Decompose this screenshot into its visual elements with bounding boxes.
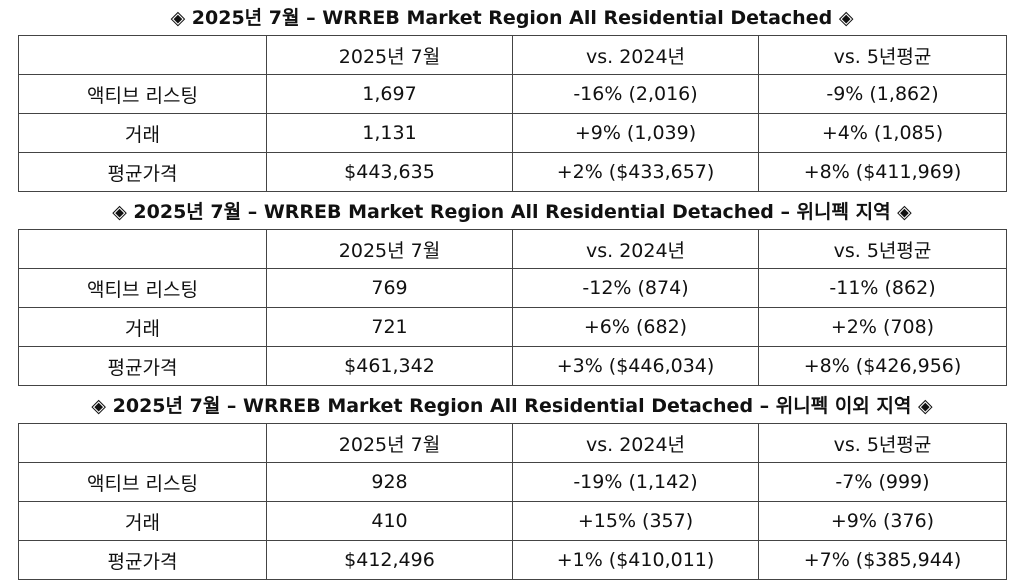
table-cell: 928 [266,462,513,502]
table-row-average-price: 평균가격 $443,635 +2% ($433,657) +8% ($411,9… [18,152,1007,192]
market-stats-table: 2025년 7월 vs. 2024년 vs. 5년평균 액티브 리스팅 928 … [18,423,1007,580]
row-label: 거래 [18,501,267,541]
header-cell-current-month: 2025년 7월 [266,423,513,463]
header-cell-current-month: 2025년 7월 [266,229,513,269]
table-cell: +15% (357) [512,501,759,541]
section-title: ◈ 2025년 7월 – WRREB Market Region All Res… [91,395,933,417]
table-cell: +3% ($446,034) [512,346,759,386]
table-header-row: 2025년 7월 vs. 2024년 vs. 5년평균 [18,229,1007,269]
table-cell: -16% (2,016) [512,74,759,114]
row-label: 평균가격 [18,346,267,386]
table-cell: 1,697 [266,74,513,114]
market-stats-table: 2025년 7월 vs. 2024년 vs. 5년평균 액티브 리스팅 769 … [18,229,1007,386]
market-stats-table: 2025년 7월 vs. 2024년 vs. 5년평균 액티브 리스팅 1,69… [18,35,1007,192]
table-cell: $443,635 [266,152,513,192]
row-label: 액티브 리스팅 [18,462,267,502]
table-cell: +7% ($385,944) [758,540,1007,580]
table-row-active-listings: 액티브 리스팅 769 -12% (874) -11% (862) [18,268,1007,308]
table-cell: $412,496 [266,540,513,580]
header-cell-vs-last-year: vs. 2024년 [512,423,759,463]
row-label: 액티브 리스팅 [18,74,267,114]
table-cell: +8% ($411,969) [758,152,1007,192]
header-cell-empty [18,35,267,75]
table-cell: +4% (1,085) [758,113,1007,153]
row-label: 거래 [18,113,267,153]
header-cell-vs-5yr-avg: vs. 5년평균 [758,35,1007,75]
table-header-row: 2025년 7월 vs. 2024년 vs. 5년평균 [18,423,1007,463]
table-cell: +9% (376) [758,501,1007,541]
table-header-row: 2025년 7월 vs. 2024년 vs. 5년평균 [18,35,1007,75]
header-cell-current-month: 2025년 7월 [266,35,513,75]
table-row-average-price: 평균가격 $412,496 +1% ($410,011) +7% ($385,9… [18,540,1007,580]
table-row-sales: 거래 721 +6% (682) +2% (708) [18,307,1007,347]
table-cell: 1,131 [266,113,513,153]
row-label: 평균가격 [18,540,267,580]
header-cell-vs-5yr-avg: vs. 5년평균 [758,229,1007,269]
table-row-active-listings: 액티브 리스팅 1,697 -16% (2,016) -9% (1,862) [18,74,1007,114]
table-cell: +6% (682) [512,307,759,347]
table-cell: +2% ($433,657) [512,152,759,192]
table-cell: 721 [266,307,513,347]
table-cell: -7% (999) [758,462,1007,502]
table-cell: +2% (708) [758,307,1007,347]
row-label: 평균가격 [18,152,267,192]
table-cell: 410 [266,501,513,541]
header-cell-empty [18,229,267,269]
row-label: 액티브 리스팅 [18,268,267,308]
header-cell-vs-5yr-avg: vs. 5년평균 [758,423,1007,463]
section-title: ◈ 2025년 7월 – WRREB Market Region All Res… [112,201,912,223]
section-title: ◈ 2025년 7월 – WRREB Market Region All Res… [170,7,854,29]
table-row-average-price: 평균가격 $461,342 +3% ($446,034) +8% ($426,9… [18,346,1007,386]
table-cell: $461,342 [266,346,513,386]
table-cell: +8% ($426,956) [758,346,1007,386]
table-row-sales: 거래 1,131 +9% (1,039) +4% (1,085) [18,113,1007,153]
table-cell: 769 [266,268,513,308]
table-row-active-listings: 액티브 리스팅 928 -19% (1,142) -7% (999) [18,462,1007,502]
header-cell-vs-last-year: vs. 2024년 [512,229,759,269]
header-cell-vs-last-year: vs. 2024년 [512,35,759,75]
table-cell: +1% ($410,011) [512,540,759,580]
table-cell: -19% (1,142) [512,462,759,502]
table-cell: -12% (874) [512,268,759,308]
row-label: 거래 [18,307,267,347]
table-cell: -11% (862) [758,268,1007,308]
table-cell: +9% (1,039) [512,113,759,153]
header-cell-empty [18,423,267,463]
table-cell: -9% (1,862) [758,74,1007,114]
table-row-sales: 거래 410 +15% (357) +9% (376) [18,501,1007,541]
